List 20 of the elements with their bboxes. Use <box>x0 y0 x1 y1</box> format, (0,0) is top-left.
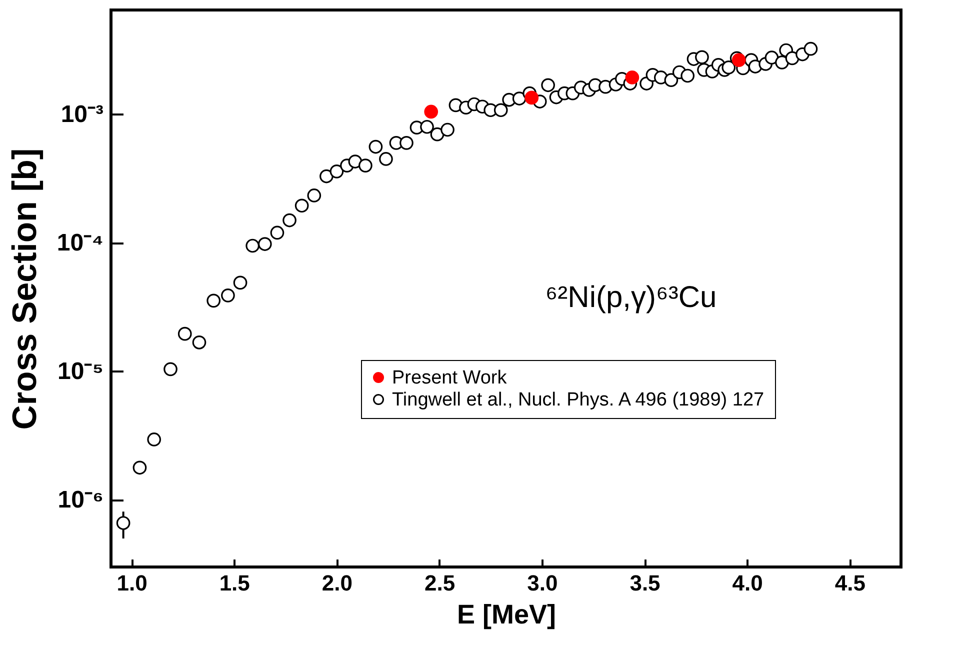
x-tick-label: 4.0 <box>732 570 763 596</box>
legend-label: Tingwell et al., Nucl. Phys. A 496 (1989) 127 <box>392 390 764 410</box>
y-tick-label: 10⁻⁴ <box>56 229 104 256</box>
x-tick-label: 3.0 <box>527 570 558 596</box>
x-tick-label: 1.5 <box>219 570 250 596</box>
y-tick-label: 10⁻⁵ <box>58 358 104 385</box>
x-tick-label: 3.5 <box>630 570 660 596</box>
y-tick-label: 10⁻³ <box>60 100 104 128</box>
x-tick-label: 1.0 <box>116 570 148 596</box>
x-tick-label: 4.5 <box>834 570 866 596</box>
point <box>424 104 438 119</box>
legend-label: Present Work <box>392 368 508 388</box>
point <box>625 70 640 84</box>
point <box>524 90 539 105</box>
y-tick-label: 10⁻⁶ <box>58 486 104 514</box>
x-tick-label: 2.5 <box>424 570 456 596</box>
annotation: ⁶²Ni(p,γ)⁶³Cu <box>545 281 717 314</box>
y-axis-title: Cross Section [b] <box>6 148 44 430</box>
x-axis-title: E [MeV] <box>456 600 556 630</box>
x-tick-label: 2.0 <box>322 570 353 596</box>
